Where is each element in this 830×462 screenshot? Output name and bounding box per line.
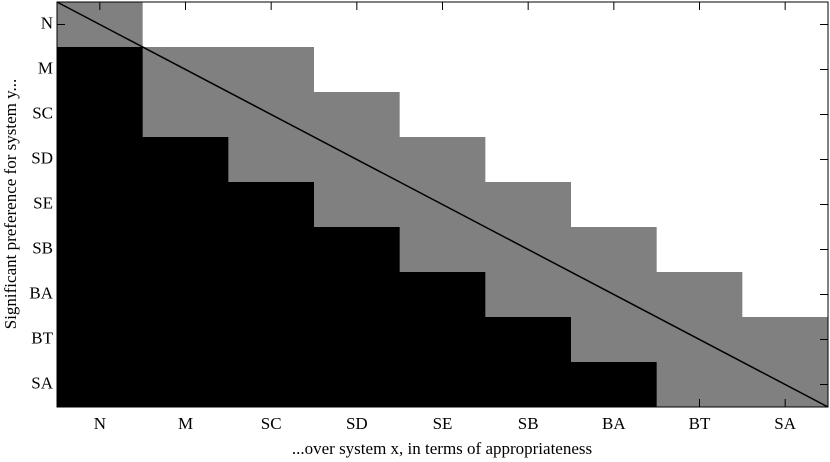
y-axis-label: Significant preference for system y... [1,79,20,330]
cell [571,227,658,273]
y-tick-label: BA [29,283,53,302]
y-tick-label: SB [32,238,53,257]
cell [742,182,829,228]
cell [656,92,743,138]
cell [142,92,229,138]
y-tick-label: BT [31,328,53,347]
y-tick-label: SC [32,103,53,122]
cell [314,47,401,93]
cell [742,92,829,138]
x-tick-label: M [178,414,193,433]
x-tick-label: SD [346,414,368,433]
cell [228,317,315,363]
cell [142,137,229,183]
cell [57,227,144,273]
cell [571,182,658,228]
x-tick-label: BA [602,414,626,433]
x-tick-label: BT [689,414,711,433]
cell [228,182,315,228]
cell [485,317,572,363]
cell [399,227,486,273]
x-axis-label: ...over system x, in terms of appropriat… [292,439,592,458]
cell [228,137,315,183]
cell [57,137,144,183]
cell [57,272,144,318]
x-tick-label: N [94,414,106,433]
cell [571,92,658,138]
cell [485,182,572,228]
cell [314,182,401,228]
cell [142,317,229,363]
cell [399,272,486,318]
diagonal [56,1,829,408]
cell [399,317,486,363]
cell [57,92,144,138]
cell [742,317,829,363]
cell [228,227,315,273]
cell [314,272,401,318]
cell [314,92,401,138]
cell [142,272,229,318]
x-tick-label: SE [433,414,453,433]
cell [485,92,572,138]
cell [656,137,743,183]
cell [571,47,658,93]
cell [656,47,743,93]
cell [314,317,401,363]
y-tick-label: SD [31,148,53,167]
cell [742,47,829,93]
cell [485,47,572,93]
x-tick-label: SC [261,414,282,433]
cell [399,137,486,183]
cell [485,137,572,183]
cell [314,227,401,273]
y-tick-label: M [38,58,53,77]
cell [399,92,486,138]
y-tick-label: SA [31,373,53,392]
cell [57,182,144,228]
cell [57,317,144,363]
y-tick-label: SE [33,193,53,212]
cell [399,47,486,93]
y-tick-label: N [41,13,53,32]
cell [571,317,658,363]
cell [571,137,658,183]
cell [656,227,743,273]
cell [742,137,829,183]
cell [142,182,229,228]
cells [57,2,829,408]
cell [228,47,315,93]
cell [57,47,144,93]
cell [656,182,743,228]
cell [485,272,572,318]
x-tick-label: SB [518,414,539,433]
cell [742,227,829,273]
x-tick-label: SA [774,414,796,433]
cell [742,272,829,318]
cell [142,227,229,273]
cell [228,272,315,318]
cell [656,272,743,318]
